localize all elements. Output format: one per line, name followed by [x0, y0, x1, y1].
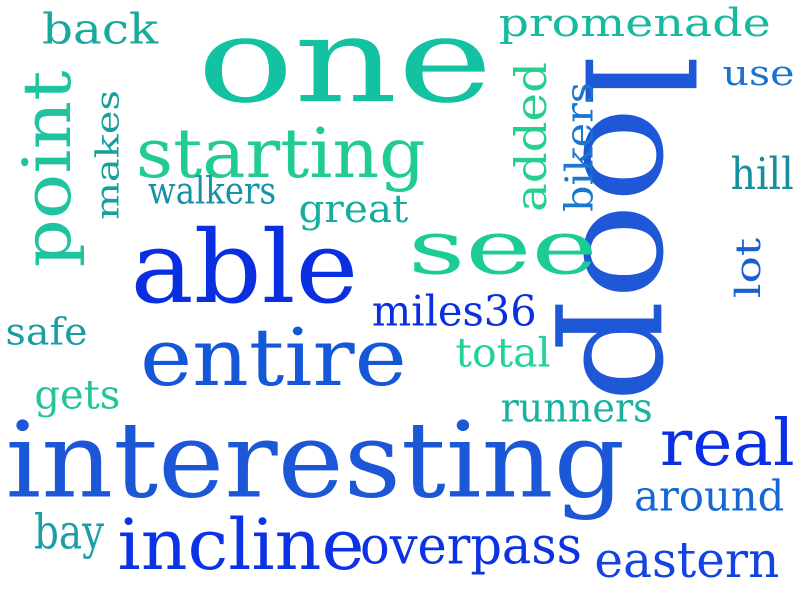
word-walkers: walkers — [148, 168, 277, 212]
word-runners: runners — [500, 384, 653, 432]
word-incline: incline — [116, 503, 364, 586]
word-miles36: miles36 — [371, 286, 537, 336]
word-back: back — [42, 4, 159, 54]
word-able: able — [130, 209, 358, 326]
word-total: total — [455, 329, 551, 377]
word-interesting: interesting — [5, 398, 625, 522]
word-safe: safe — [5, 309, 88, 353]
word-point: point — [7, 70, 86, 267]
word-lot: lot — [727, 237, 768, 299]
word-entire: entire — [139, 310, 407, 405]
word-see: see — [408, 203, 598, 291]
word-makes: makes — [88, 90, 127, 220]
word-overpass: overpass — [359, 515, 582, 577]
word-added: added — [506, 62, 557, 212]
word-bay: bay — [34, 503, 105, 560]
word-gets: gets — [33, 371, 120, 419]
word-great: great — [297, 186, 408, 232]
word-around: around — [634, 471, 785, 521]
word-real: real — [659, 404, 795, 481]
word-starting: starting — [135, 113, 426, 194]
word-bikers: bikers — [556, 82, 601, 212]
word-eastern: eastern — [593, 530, 779, 589]
word-hill: hill — [730, 148, 794, 200]
word-one: one — [197, 0, 493, 130]
word-promenade: promenade — [498, 0, 771, 46]
word-use: use — [721, 51, 794, 93]
